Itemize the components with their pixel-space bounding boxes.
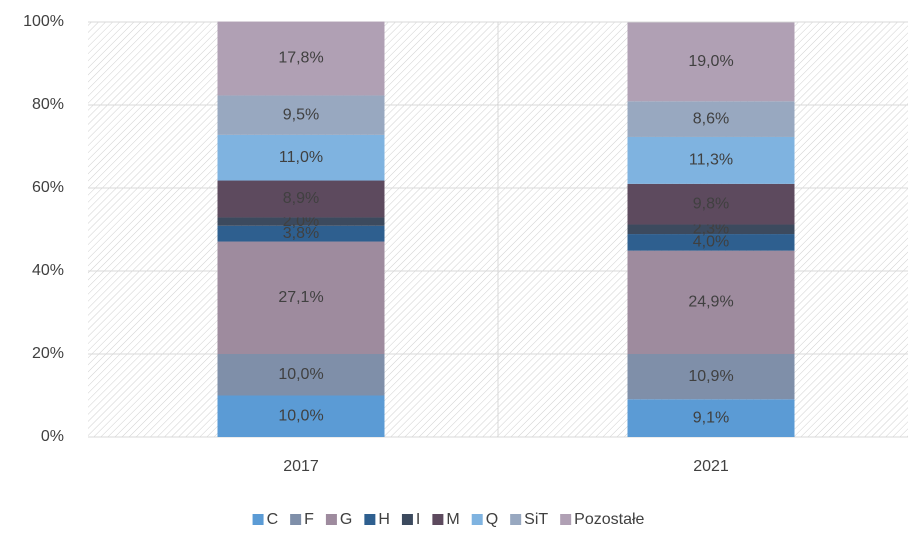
x-tick-label: 2017 [283,458,319,475]
data-label: 24,9% [688,294,733,311]
data-label: 10,0% [278,366,323,383]
y-tick-label: 20% [32,345,64,362]
bar-segment [627,250,795,354]
bar-segment [627,354,795,400]
data-label: 11,0% [279,149,323,166]
legend-swatch [560,514,572,525]
y-tick-label: 80% [32,96,64,113]
data-label: 3,8% [283,225,319,242]
legend-label: Q [486,511,498,528]
bar-segment [217,217,385,226]
legend-label: Pozostałe [574,511,644,528]
y-tick-label: 0% [41,428,64,445]
legend-swatch [510,514,522,525]
y-tick-label: 40% [32,262,64,279]
data-label: 8,9% [283,190,319,207]
bar-segment [217,21,385,96]
data-label: 4,0% [693,234,729,251]
bar-segment [217,395,385,437]
legend-label: F [304,511,314,528]
data-label: 9,5% [283,106,319,123]
legend-label: C [267,511,279,528]
data-label: 8,6% [693,110,729,127]
legend-swatch [252,514,264,525]
y-tick-label: 100% [23,13,64,30]
legend-swatch [364,514,376,525]
bar-segment [217,134,385,181]
bar-segment [627,183,795,225]
bar-segment [217,241,385,354]
bar-segment [217,180,385,218]
legend-swatch [401,514,413,525]
legend-swatch [432,514,444,525]
data-label: 10,9% [688,368,733,385]
legend-label: G [340,511,352,528]
legend-label: H [378,511,390,528]
bar-segment [627,22,795,102]
legend-swatch [471,514,483,525]
y-tick-label: 60% [32,179,64,196]
data-label: 9,1% [693,409,729,426]
bar-segment [627,136,795,184]
data-label: 10,0% [278,407,323,424]
legend-swatch [325,514,337,525]
data-label: 9,8% [693,195,729,212]
bar-segment [627,101,795,137]
bar-segment [217,225,385,242]
bar-segment [217,95,385,135]
data-label: 27,1% [278,289,323,306]
bar-segment [627,224,795,235]
legend-label: M [446,511,459,528]
x-tick-label: 2021 [693,458,729,475]
bar-segment [217,354,385,396]
data-label: 2,3% [693,221,729,238]
data-label: 17,8% [278,50,323,67]
data-label: 11,3% [689,152,733,169]
legend-label: SiT [524,511,548,528]
bar-segment [627,234,795,251]
data-label: 19,0% [688,53,733,70]
bar-segment [627,399,795,437]
legend-label: I [416,511,420,528]
legend-swatch [290,514,302,525]
